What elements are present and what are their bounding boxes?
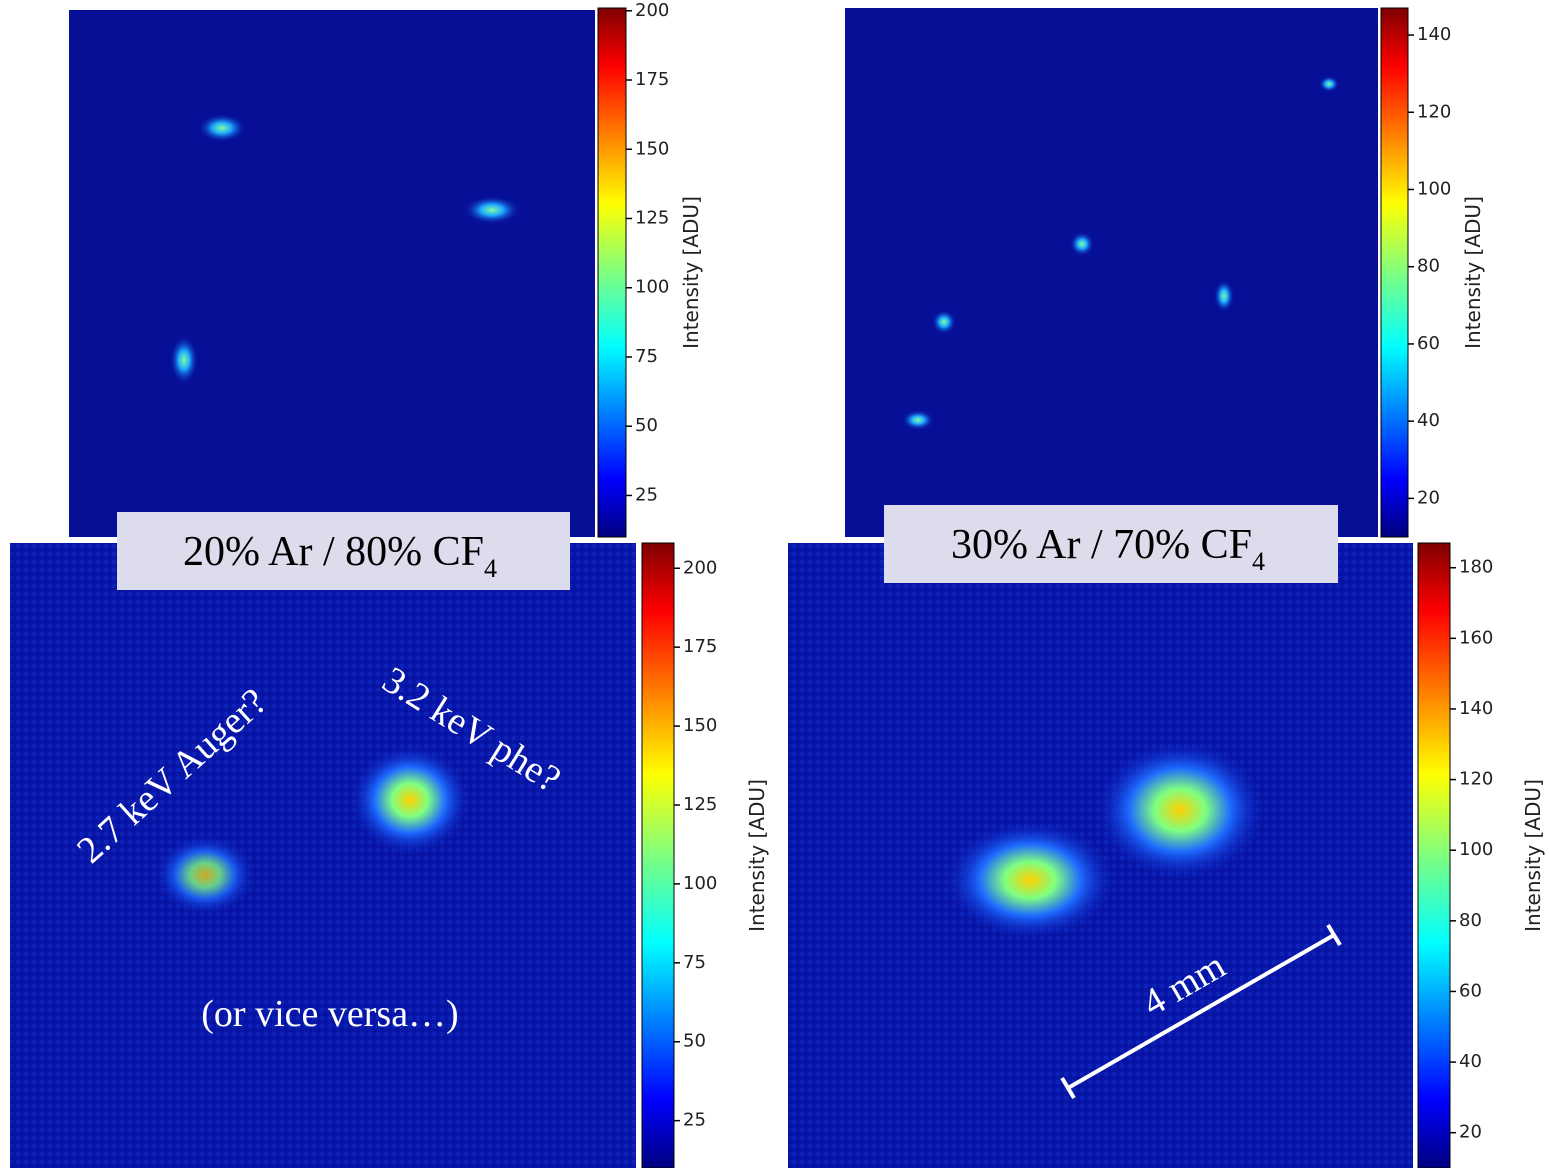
blob — [155, 835, 255, 915]
colorbar — [1380, 7, 1409, 538]
label: 30% Ar / 70% CF4 — [951, 522, 1265, 576]
colorbar — [597, 7, 627, 538]
blob — [1095, 740, 1265, 880]
tick-label: 125 — [683, 794, 717, 815]
image — [10, 543, 636, 1168]
tick-label: 160 — [1459, 627, 1493, 648]
blob — [464, 196, 520, 224]
blob — [932, 310, 956, 334]
colorbar — [1417, 542, 1451, 1168]
tick-label: 100 — [1417, 178, 1451, 199]
tick-label: 60 — [1459, 980, 1482, 1001]
tick-label: 100 — [683, 873, 717, 894]
tick-label: 150 — [683, 715, 717, 736]
tick-label: 25 — [683, 1110, 706, 1131]
label-box — [884, 505, 1338, 583]
tick-label: 50 — [635, 415, 658, 436]
tick-label: 60 — [1417, 333, 1440, 354]
blob — [170, 336, 198, 384]
tick-label: 20 — [1417, 487, 1440, 508]
blob — [902, 410, 934, 430]
label-text: 20% Ar / 80% CF — [183, 529, 484, 575]
label-text: 30% Ar / 70% CF — [951, 522, 1252, 568]
colorbar-label: Intensity [ADU] — [1521, 779, 1545, 932]
tick-label: 180 — [1459, 557, 1493, 578]
label: 20% Ar / 80% CF4 — [183, 529, 497, 583]
colorbar-label: Intensity [ADU] — [745, 779, 769, 932]
blob — [1070, 232, 1094, 256]
tick-label: 100 — [635, 277, 669, 298]
label-subscript: 4 — [1252, 547, 1265, 576]
tick-label: 200 — [635, 0, 669, 21]
colorbar — [641, 542, 675, 1168]
tick-label: 100 — [1459, 839, 1493, 860]
panel-images — [10, 8, 1413, 1168]
colorbar-label: Intensity [ADU] — [679, 196, 703, 349]
tick-label: 120 — [1417, 101, 1451, 122]
blob — [1319, 76, 1339, 92]
label-box — [117, 512, 570, 590]
labels: 20% Ar / 80% CF4 30% Ar / 70% CF4 — [117, 505, 1338, 590]
tick-label: 75 — [635, 346, 658, 367]
blob — [945, 820, 1115, 940]
blob — [198, 114, 246, 142]
colorbar-label: Intensity [ADU] — [1461, 196, 1485, 349]
tick-label: 40 — [1459, 1051, 1482, 1072]
image — [845, 8, 1378, 537]
tick-label: 20 — [1459, 1122, 1482, 1143]
tick-label: 80 — [1417, 256, 1440, 277]
scale-bar — [1060, 923, 1342, 1100]
blob — [1214, 280, 1234, 312]
tick-label: 150 — [635, 138, 669, 159]
tick-label: 25 — [635, 484, 658, 505]
tick-label: 175 — [635, 69, 669, 90]
tick-label: 120 — [1459, 769, 1493, 790]
tick-label: 140 — [1417, 24, 1451, 45]
tick-label: 75 — [683, 952, 706, 973]
tick-label: 140 — [1459, 698, 1493, 719]
tick-label: 50 — [683, 1031, 706, 1052]
blob — [350, 745, 470, 855]
image — [69, 10, 595, 537]
tick-label: 125 — [635, 207, 669, 228]
tick-label: 40 — [1417, 410, 1440, 431]
label-subscript: 4 — [484, 554, 497, 583]
tick-label: 80 — [1459, 910, 1482, 931]
tick-label: 175 — [683, 636, 717, 657]
tick-label: 200 — [683, 557, 717, 578]
annotation: (or vice versa…) — [201, 993, 458, 1035]
